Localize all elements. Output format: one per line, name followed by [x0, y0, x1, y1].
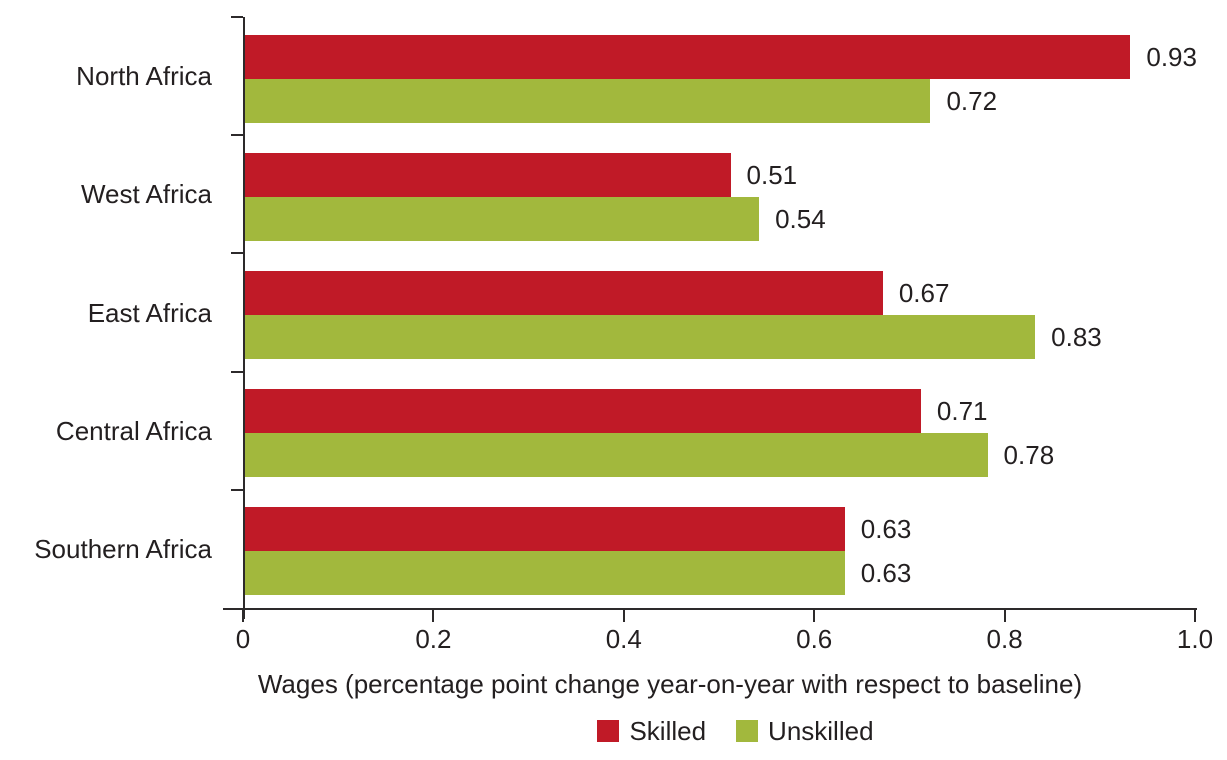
y-axis-tick — [231, 488, 243, 491]
value-label-skilled-east-africa: 0.67 — [898, 277, 950, 308]
bar-unskilled-southern-africa — [245, 551, 845, 596]
x-axis-tick — [622, 610, 625, 622]
bar-skilled-west-africa — [245, 152, 731, 197]
y-axis-tick — [231, 134, 243, 137]
value-label-unskilled-central-africa: 0.78 — [1003, 440, 1055, 471]
legend: Skilled Unskilled — [243, 716, 1227, 746]
x-axis-tick-label: 0.4 — [605, 624, 642, 654]
bar-skilled-southern-africa — [245, 507, 845, 552]
x-axis-tick — [432, 610, 435, 622]
category-label-west-africa: West Africa — [80, 179, 212, 210]
x-axis-tick-label: 1.0 — [1176, 624, 1214, 654]
value-label-skilled-central-africa: 0.71 — [936, 396, 988, 427]
y-axis-tick — [231, 16, 243, 18]
legend-item-unskilled: Unskilled — [736, 716, 874, 746]
bar-unskilled-west-africa — [245, 196, 760, 241]
value-label-unskilled-west-africa: 0.54 — [775, 203, 826, 234]
x-axis-tick — [242, 610, 244, 622]
bar-skilled-central-africa — [245, 389, 921, 434]
category-label-east-africa: East Africa — [87, 297, 212, 328]
plot-area: 0.93 0.72 0.51 0.54 0.67 0.83 0.71 0.78 0.63 0.63 — [243, 17, 1197, 610]
value-label-skilled-west-africa: 0.51 — [746, 159, 798, 190]
x-axis-title: Wages (percentage point change year-on-y… — [257, 669, 1083, 699]
x-axis-tick-label: 0.2 — [415, 624, 452, 654]
x-axis-tick-label: 0.6 — [796, 624, 833, 654]
value-label-unskilled-north-africa: 0.72 — [946, 85, 998, 116]
x-axis-tick — [813, 610, 816, 622]
y-axis-tick — [231, 370, 243, 373]
category-label-central-africa: Central Africa — [55, 415, 212, 446]
x-axis-tick-label: 0.8 — [986, 624, 1023, 654]
bar-skilled-north-africa — [245, 34, 1131, 79]
y-axis-origin-extension — [243, 608, 245, 619]
legend-label-skilled: Skilled — [629, 716, 707, 746]
bar-unskilled-north-africa — [245, 78, 931, 123]
bar-unskilled-east-africa — [245, 314, 1036, 359]
category-label-southern-africa: Southern Africa — [34, 533, 212, 564]
category-label-north-africa: North Africa — [76, 61, 212, 92]
bar-unskilled-central-africa — [245, 433, 988, 478]
legend-item-skilled: Skilled — [597, 716, 706, 746]
value-label-skilled-north-africa: 0.93 — [1146, 41, 1197, 72]
x-axis-tick — [1194, 610, 1196, 622]
y-axis-tick — [231, 252, 243, 255]
legend-swatch-unskilled — [736, 720, 759, 742]
x-axis-tick — [1003, 610, 1006, 622]
legend-label-unskilled: Unskilled — [768, 716, 874, 746]
value-label-unskilled-southern-africa: 0.63 — [860, 558, 912, 589]
bar-skilled-east-africa — [245, 270, 883, 315]
x-axis-origin-extension — [223, 608, 243, 610]
legend-swatch-skilled — [597, 720, 620, 742]
value-label-unskilled-east-africa: 0.83 — [1051, 321, 1102, 352]
x-axis-tick-label: 0 — [235, 624, 251, 654]
value-label-skilled-southern-africa: 0.63 — [860, 514, 912, 545]
